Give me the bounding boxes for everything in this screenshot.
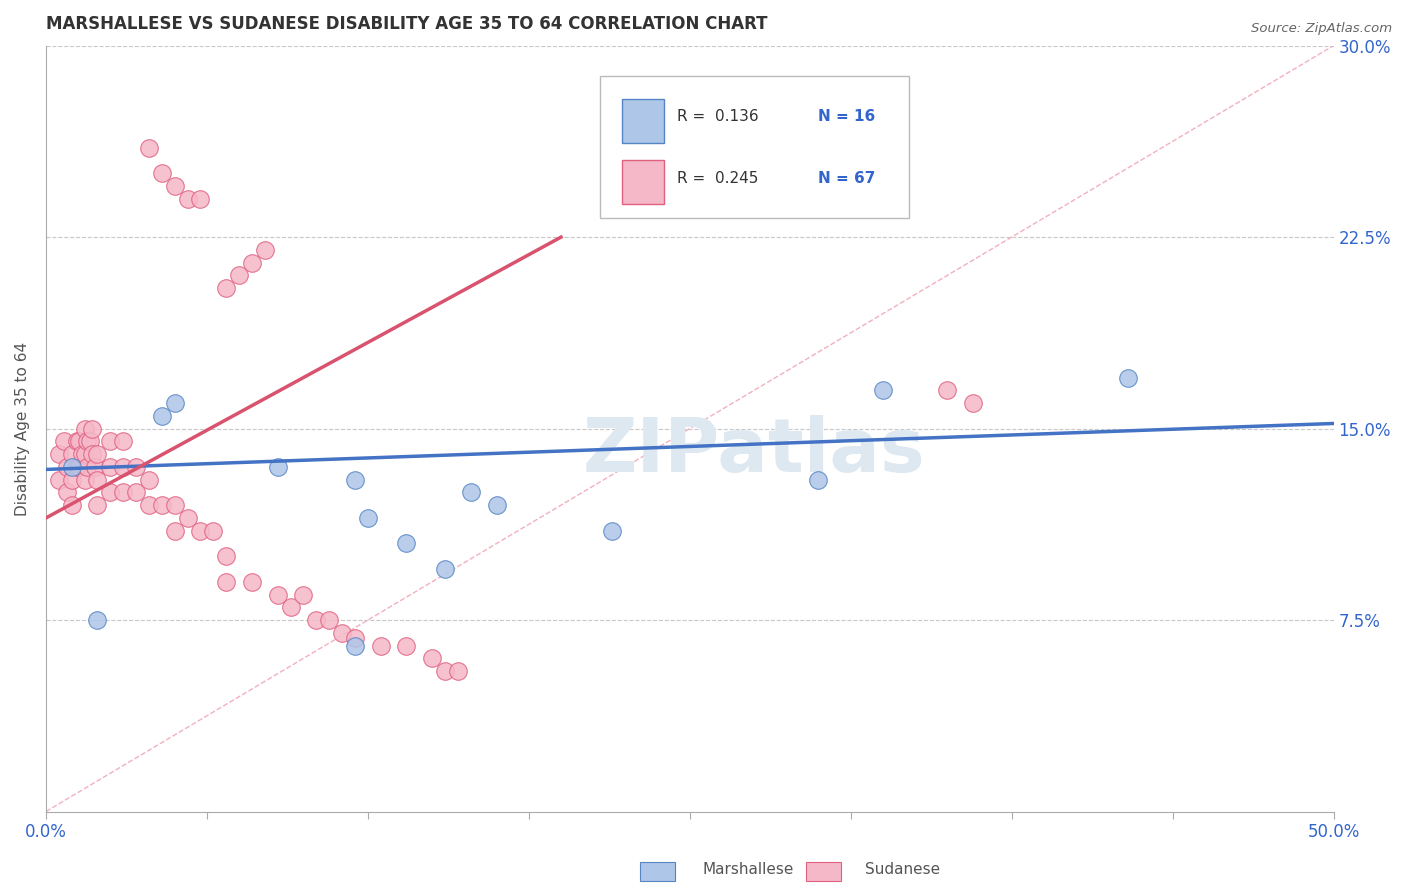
Point [240,255,263,269]
Point [70,447,93,461]
Point [343,473,366,487]
Point [76,434,98,449]
Point [60,447,83,461]
Point [48,447,70,461]
Point [48,473,70,487]
Bar [621,98,664,143]
Point [66,459,89,474]
Text: Sudanese: Sudanese [865,863,939,877]
Point [215,281,238,295]
Point [215,574,238,589]
Point [86,473,108,487]
Point [60,473,83,487]
Point [1116,370,1139,384]
Point [163,396,186,410]
Point [138,141,160,155]
Point [98,434,121,449]
Point [176,192,198,206]
Point [343,639,366,653]
Point [305,613,328,627]
Point [330,625,353,640]
Point [460,485,482,500]
Point [202,524,225,538]
Point [228,268,250,283]
Text: N = 67: N = 67 [818,170,876,186]
Point [112,459,135,474]
Point [82,447,104,461]
FancyBboxPatch shape [599,77,908,218]
Point [434,562,457,576]
Point [215,549,238,564]
Point [125,485,148,500]
Point [98,459,121,474]
Point [176,511,198,525]
Point [69,459,91,474]
Point [434,664,457,678]
Point [150,166,173,180]
Point [66,434,89,449]
Point [86,613,108,627]
Point [86,498,108,512]
Point [125,459,148,474]
Point [420,651,443,665]
Point [73,473,96,487]
Point [602,524,624,538]
Point [79,434,101,449]
Point [73,421,96,435]
Point [253,243,276,257]
Text: ZIPatlas: ZIPatlas [583,415,925,488]
Point [485,498,508,512]
Point [807,473,830,487]
Point [395,536,418,550]
Point [292,588,315,602]
Point [190,192,212,206]
Point [240,574,263,589]
Point [447,664,470,678]
Text: Source: ZipAtlas.com: Source: ZipAtlas.com [1251,22,1392,36]
Point [190,524,212,538]
Point [83,459,105,474]
Point [280,600,302,615]
Point [395,639,418,653]
Point [55,459,77,474]
Point [69,434,91,449]
Y-axis label: Disability Age 35 to 64: Disability Age 35 to 64 [15,342,30,516]
Text: MARSHALLESE VS SUDANESE DISABILITY AGE 35 TO 64 CORRELATION CHART: MARSHALLESE VS SUDANESE DISABILITY AGE 3… [46,15,768,33]
Point [370,639,392,653]
Point [872,384,894,398]
Text: R =  0.245: R = 0.245 [676,170,758,186]
Text: R =  0.136: R = 0.136 [676,110,758,124]
Point [138,473,160,487]
Point [150,498,173,512]
Point [163,498,186,512]
Text: N = 16: N = 16 [818,110,876,124]
Point [76,459,98,474]
Bar [621,160,664,204]
Point [163,524,186,538]
Point [55,485,77,500]
Point [962,396,984,410]
Point [60,459,83,474]
Point [150,409,173,423]
Point [112,434,135,449]
Point [267,588,290,602]
Point [112,485,135,500]
Point [357,511,380,525]
Point [318,613,340,627]
Point [86,447,108,461]
Point [343,631,366,645]
Point [53,434,76,449]
Point [98,485,121,500]
Point [138,498,160,512]
Point [267,459,290,474]
Point [60,498,83,512]
Point [73,447,96,461]
Point [82,421,104,435]
Point [936,384,959,398]
Text: Marshallese: Marshallese [703,863,794,877]
Point [163,179,186,194]
